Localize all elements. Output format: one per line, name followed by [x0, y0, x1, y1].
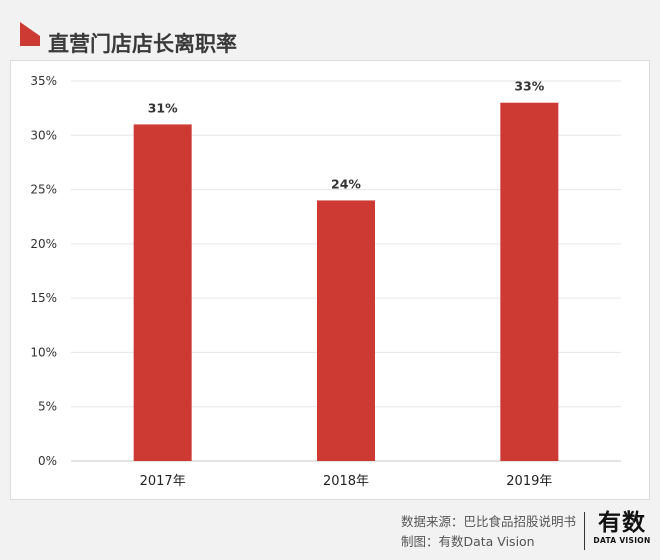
y-tick-label: 20%	[30, 237, 57, 251]
y-tick-label: 30%	[30, 128, 57, 142]
logo-divider	[584, 512, 585, 550]
y-tick-label: 15%	[30, 291, 57, 305]
y-tick-label: 25%	[30, 183, 57, 197]
x-tick-label: 2017年	[140, 474, 186, 489]
y-tick-label: 35%	[30, 74, 57, 88]
source-note: 数据来源：巴比食品招股说明书 制图：有数Data Vision	[401, 512, 576, 552]
x-tick-label: 2019年	[506, 474, 552, 489]
data-label: 33%	[514, 79, 544, 94]
page-title: 直营门店店长离职率	[48, 32, 237, 56]
bar-chart: 0% 5% 10% 15% 20% 25% 30% 35% 31% 2017年 24% 2018年 33…	[30, 74, 621, 489]
y-tick-label: 5%	[38, 400, 57, 414]
chart-panel: 0% 5% 10% 15% 20% 25% 30% 35% 31% 2017年 24% 2018年 33…	[10, 60, 650, 500]
logo-cn-text: 有数	[598, 510, 646, 536]
bar	[317, 200, 375, 461]
logo-en-text: DATA VISION	[593, 536, 651, 545]
bar	[133, 124, 192, 461]
y-tick-label: 0%	[38, 454, 57, 468]
x-tick-label: 2018年	[323, 474, 369, 489]
credit-line: 制图：有数Data Vision	[400, 534, 535, 549]
y-tick-label: 10%	[30, 345, 57, 359]
data-label: 24%	[331, 176, 361, 191]
data-label: 31%	[148, 100, 178, 115]
brand-logo: 有数 DATA VISION	[590, 510, 654, 545]
bar	[500, 102, 559, 461]
source-line: 数据来源：巴比食品招股说明书	[400, 514, 576, 529]
red-corner-flag-icon	[20, 22, 40, 46]
